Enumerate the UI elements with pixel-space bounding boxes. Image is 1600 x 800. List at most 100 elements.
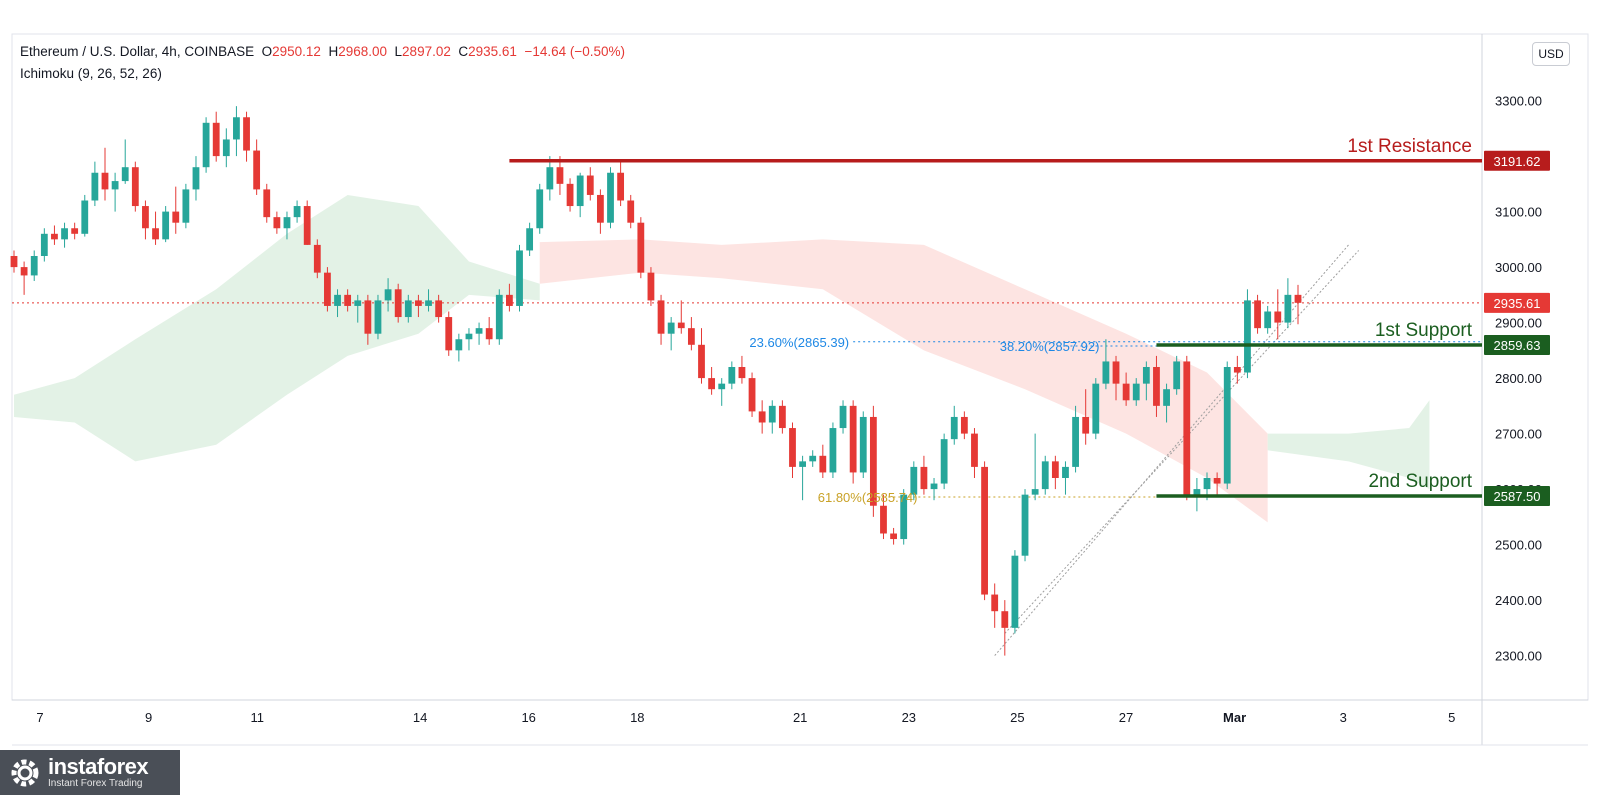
- candle-33: [344, 289, 352, 312]
- x-tick-label: 23: [902, 710, 916, 725]
- candle-29: [303, 200, 311, 245]
- x-tick-label: 11: [250, 710, 264, 725]
- candle-11: [121, 139, 129, 184]
- brand-tagline: Instant Forex Trading: [48, 777, 143, 789]
- candle-body: [455, 339, 463, 351]
- candle-body: [748, 378, 756, 412]
- candle-body: [1041, 461, 1049, 490]
- candle-0: [10, 250, 18, 273]
- x-tick-label: 21: [793, 710, 807, 725]
- candle-body: [1132, 383, 1140, 401]
- candle-body: [71, 228, 79, 234]
- candle-body: [677, 322, 685, 329]
- candle-126: [1284, 278, 1292, 329]
- ichimoku-cloud-bearish: [539, 239, 1268, 523]
- candle-body: [91, 172, 99, 201]
- candle-120: [1223, 361, 1231, 490]
- x-tick-label: 16: [521, 710, 535, 725]
- candle-body: [809, 455, 817, 462]
- candle-body: [1173, 361, 1181, 390]
- candle-125: [1274, 289, 1282, 340]
- currency-button[interactable]: USD: [1532, 42, 1570, 66]
- candle-103: [1051, 455, 1059, 490]
- candle-110: [1122, 372, 1130, 406]
- candle-54: [556, 156, 564, 195]
- y-tick-label: 2300.00: [1495, 649, 1542, 664]
- candle-body: [445, 317, 453, 351]
- candle-95: [971, 428, 978, 478]
- candle-94: [960, 411, 968, 440]
- candle-101: [1031, 433, 1039, 501]
- candle-body: [222, 139, 230, 157]
- candle-99: [1011, 550, 1019, 634]
- candle-30: [313, 239, 321, 279]
- candle-body: [111, 181, 119, 190]
- candle-76: [778, 400, 786, 434]
- candle-body: [768, 405, 776, 423]
- candle-body: [475, 328, 483, 334]
- candle-body: [404, 300, 412, 318]
- candle-body: [1051, 461, 1059, 478]
- ichimoku-cloud-bullish: [14, 194, 540, 462]
- candle-78: [799, 455, 806, 501]
- candle-body: [536, 189, 544, 229]
- candle-body: [829, 428, 837, 473]
- candle-body: [303, 206, 311, 245]
- candle-115: [1173, 355, 1181, 395]
- candle-41: [425, 289, 432, 312]
- candle-43: [445, 311, 453, 356]
- resistance-price-label: 3191.62: [1494, 154, 1541, 169]
- candle-body: [253, 150, 261, 190]
- candle-body: [799, 461, 806, 467]
- candle-body: [394, 289, 402, 318]
- candle-34: [354, 294, 362, 323]
- candle-53: [546, 156, 554, 201]
- candle-body: [1001, 611, 1009, 628]
- candle-49: [506, 283, 513, 312]
- x-tick-label: Mar: [1223, 710, 1246, 725]
- candle-body: [900, 494, 908, 540]
- candle-body: [81, 200, 89, 234]
- candle-37: [384, 278, 392, 312]
- candle-58: [596, 189, 604, 234]
- candle-body: [30, 256, 38, 276]
- candle-body: [465, 333, 473, 340]
- candle-119: [1213, 472, 1221, 495]
- candle-body: [839, 405, 847, 429]
- candle-body: [354, 300, 362, 306]
- candle-59: [607, 167, 614, 229]
- candle-121: [1233, 355, 1241, 384]
- candle-14: [152, 211, 159, 245]
- candle-122: [1244, 289, 1251, 379]
- low-value: 2897.02: [402, 44, 451, 59]
- candle-35: [364, 294, 372, 345]
- candle-body: [778, 405, 786, 429]
- support2-price-label: 2587.50: [1494, 489, 1541, 504]
- candle-body: [10, 256, 18, 268]
- candle-56: [576, 172, 584, 218]
- support1-price-label-bg: [1484, 335, 1550, 356]
- candle-22: [233, 106, 240, 157]
- candle-63: [647, 267, 655, 306]
- candle-body: [1112, 361, 1120, 384]
- candle-body: [1163, 389, 1170, 406]
- candle-84: [859, 411, 867, 478]
- indicator-legend[interactable]: Ichimoku (9, 26, 52, 26): [20, 66, 162, 81]
- candle-80: [819, 444, 827, 478]
- candle-body: [1254, 300, 1261, 329]
- candle-116: [1183, 355, 1191, 501]
- candle-body: [637, 222, 645, 273]
- candle-75: [768, 400, 776, 434]
- candle-body: [586, 175, 594, 195]
- candle-68: [698, 328, 705, 384]
- resistance-price-label-bg: [1484, 150, 1550, 171]
- candle-body: [1153, 367, 1160, 406]
- candle-body: [991, 594, 999, 612]
- candle-body: [1082, 416, 1090, 434]
- candle-12: [131, 161, 139, 212]
- candle-60: [617, 161, 625, 207]
- candle-16: [172, 186, 180, 234]
- candle-52: [536, 183, 544, 234]
